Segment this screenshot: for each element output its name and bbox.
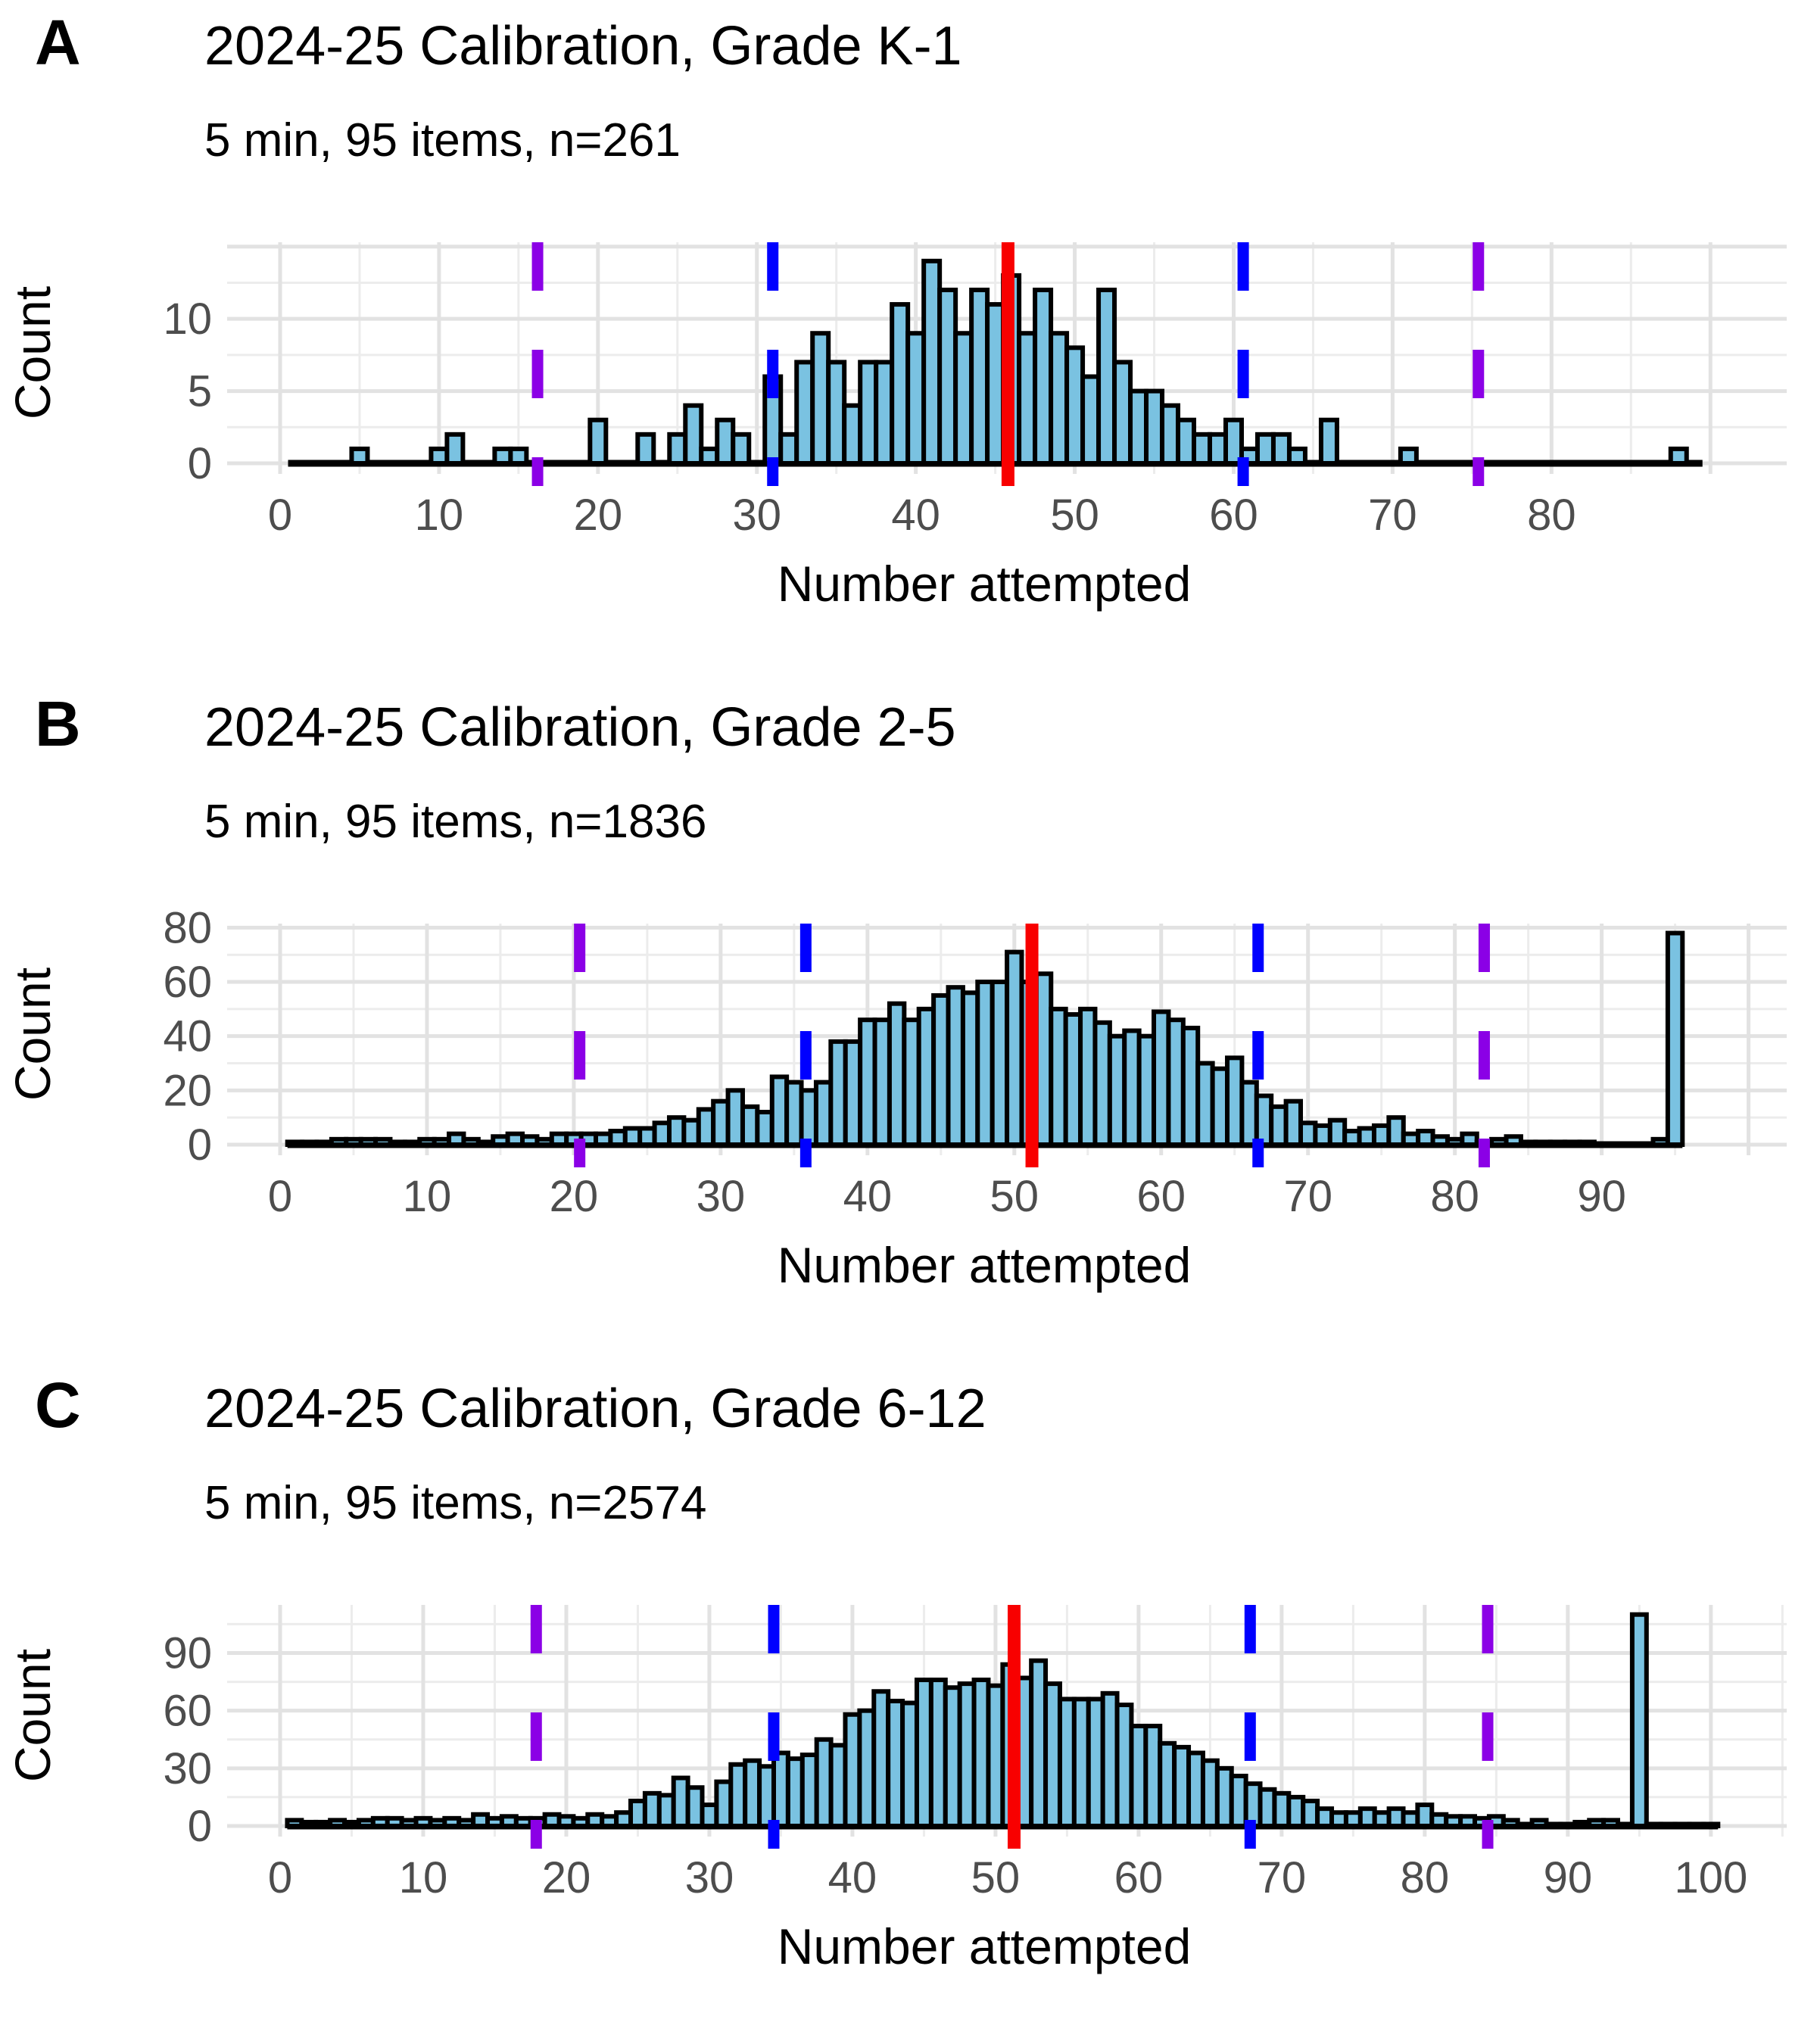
x-tick-label: 50 [990, 1172, 1039, 1221]
x-tick-label: 80 [1527, 491, 1576, 540]
panel-b: B 2024-25 Calibration, Grade 2-5 5 min, … [0, 681, 1817, 1363]
x-tick-label: 30 [732, 491, 781, 540]
panel-title: 2024-25 Calibration, Grade K-1 [204, 16, 962, 76]
y-tick-label: 0 [188, 1802, 212, 1851]
x-tick-label: 20 [542, 1853, 591, 1902]
panel-letter: B [35, 688, 81, 759]
panel-title: 2024-25 Calibration, Grade 6-12 [204, 1379, 986, 1439]
x-tick-label: 20 [550, 1172, 599, 1221]
x-tick-label: 60 [1114, 1853, 1164, 1902]
y-tick-label: 10 [163, 294, 212, 344]
panel-a: A 2024-25 Calibration, Grade K-1 5 min, … [0, 0, 1817, 681]
x-axis-title: Number attempted [778, 556, 1192, 612]
y-tick-label: 30 [163, 1744, 212, 1793]
x-tick-label: 70 [1368, 491, 1417, 540]
x-tick-label: 50 [1050, 491, 1099, 540]
x-tick-label: 40 [843, 1172, 893, 1221]
panel-subtitle: 5 min, 95 items, n=261 [204, 114, 681, 167]
y-tick-label: 60 [163, 958, 212, 1007]
x-tick-label: 50 [971, 1853, 1021, 1902]
x-tick-label: 90 [1544, 1853, 1593, 1902]
panel-letter: A [35, 7, 81, 78]
x-tick-label: 10 [415, 491, 464, 540]
x-tick-label: 0 [268, 1853, 292, 1902]
x-tick-label: 80 [1401, 1853, 1450, 1902]
x-tick-label: 30 [697, 1172, 746, 1221]
y-axis-title: Count [5, 286, 61, 419]
x-tick-label: 40 [828, 1853, 877, 1902]
panel-c: C 2024-25 Calibration, Grade 6-12 5 min,… [0, 1363, 1817, 2044]
x-tick-label: 60 [1136, 1172, 1186, 1221]
x-tick-label: 80 [1430, 1172, 1479, 1221]
x-tick-label: 70 [1283, 1172, 1332, 1221]
y-tick-label: 90 [163, 1628, 212, 1678]
x-tick-label: 100 [1674, 1853, 1747, 1902]
x-tick-label: 30 [685, 1853, 734, 1902]
panel-letter: C [35, 1369, 81, 1441]
panel-subtitle: 5 min, 95 items, n=2574 [204, 1477, 707, 1529]
x-tick-label: 70 [1258, 1853, 1307, 1902]
x-tick-label: 60 [1209, 491, 1258, 540]
y-tick-label: 0 [188, 1120, 212, 1170]
x-tick-label: 20 [574, 491, 623, 540]
x-axis-title: Number attempted [778, 1918, 1192, 1974]
y-tick-label: 5 [188, 367, 212, 416]
y-axis-title: Count [5, 1649, 61, 1782]
histogram-chart-grade-2-5: 0 10 20 30 40 50 60 70 80 90 0 20 40 60 80 Number attem… [5, 908, 1787, 1293]
panel-subtitle: 5 min, 95 items, n=1836 [204, 796, 707, 848]
y-tick-label: 80 [163, 908, 212, 952]
x-axis-title: Number attempted [778, 1237, 1192, 1293]
y-axis-title: Count [5, 967, 61, 1101]
y-tick-label: 40 [163, 1012, 212, 1061]
y-tick-label: 0 [188, 439, 212, 488]
histogram-chart-grade-6-12: 0 10 20 30 40 50 60 70 80 90 100 0 30 60 90 Number atte… [5, 1605, 1787, 1974]
x-tick-label: 40 [891, 491, 940, 540]
x-tick-label: 0 [268, 1172, 292, 1221]
x-tick-label: 10 [403, 1172, 452, 1221]
y-tick-label: 20 [163, 1066, 212, 1115]
histogram-chart-grade-k-1: 0 10 20 30 40 50 60 70 80 0 5 10 Number attempted Cou… [5, 242, 1787, 612]
x-tick-label: 90 [1577, 1172, 1626, 1221]
y-tick-label: 60 [163, 1687, 212, 1736]
panel-title: 2024-25 Calibration, Grade 2-5 [204, 697, 956, 758]
x-tick-label: 10 [399, 1853, 448, 1902]
x-tick-label: 0 [268, 491, 292, 540]
